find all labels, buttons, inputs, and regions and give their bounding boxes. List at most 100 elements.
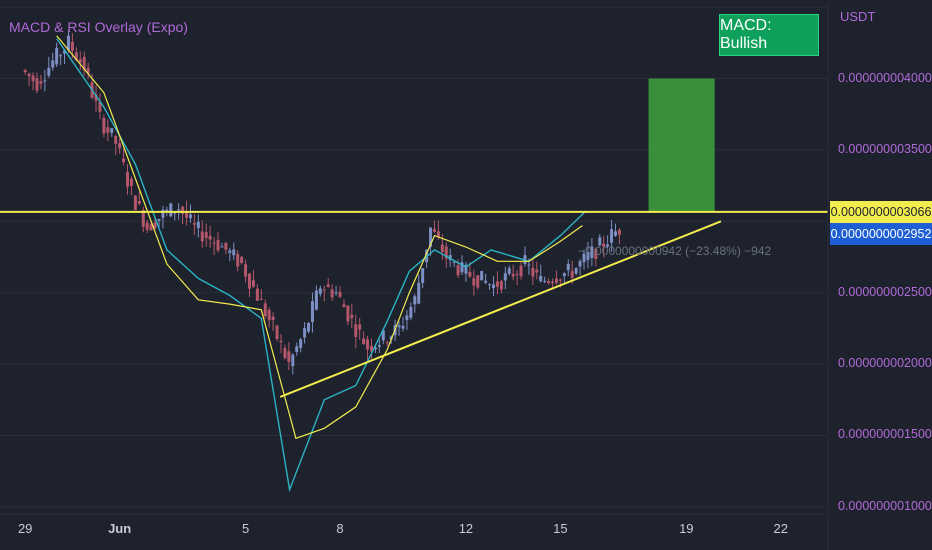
candle-body — [153, 222, 157, 229]
candle-body — [373, 347, 377, 350]
candle-body — [381, 330, 385, 341]
candle-body — [303, 328, 307, 338]
candle-body — [338, 291, 342, 297]
candle-body — [267, 309, 271, 321]
candle-body — [535, 269, 539, 273]
candle-body — [181, 206, 185, 214]
candle-body — [86, 67, 90, 74]
candles — [23, 30, 621, 375]
y-tick-label: 0.0000000010000 — [838, 498, 932, 513]
candle-body — [578, 261, 582, 267]
candle-body — [551, 281, 555, 284]
candle-body — [47, 67, 51, 76]
candle-body — [409, 307, 413, 318]
candle-body — [287, 351, 291, 362]
candle-body — [606, 244, 610, 247]
y-tick-label: 0.0000000015000 — [838, 427, 932, 442]
x-tick-label: 8 — [336, 521, 344, 536]
candle-body — [452, 261, 456, 263]
candle-body — [224, 242, 228, 250]
candle-body — [460, 262, 464, 273]
candle-body — [417, 282, 421, 304]
ma-slow-line — [56, 35, 583, 440]
candle-body — [515, 273, 519, 275]
candle-body — [43, 80, 47, 82]
candle-body — [582, 253, 586, 263]
candle-body — [574, 268, 578, 274]
candle-body — [369, 346, 373, 352]
candle-body — [141, 209, 145, 227]
candle-body — [157, 218, 161, 221]
candle-body — [196, 221, 200, 229]
candle-body — [499, 281, 503, 290]
target-zone — [648, 78, 715, 212]
candle-body — [66, 35, 70, 50]
candle-body — [432, 229, 436, 232]
candle-body — [271, 316, 275, 321]
candle-body — [456, 265, 460, 276]
candle-body — [126, 172, 130, 187]
candle-body — [232, 249, 236, 256]
candle-body — [59, 55, 63, 57]
candle-body — [70, 41, 74, 51]
candle-body — [177, 209, 181, 211]
candle-body — [401, 325, 405, 329]
candle-body — [78, 59, 82, 63]
candle-body — [464, 264, 468, 274]
candle-body — [554, 278, 558, 283]
candle-body — [200, 231, 204, 242]
indicator-title[interactable]: MACD & RSI Overlay (Expo) — [9, 19, 188, 35]
candle-body — [527, 264, 531, 266]
y-tick-label: 0.0000000025000 — [838, 284, 932, 299]
candle-body — [255, 288, 259, 301]
x-tick-label: 22 — [773, 521, 788, 536]
candle-body — [330, 289, 334, 298]
candle-body — [436, 231, 440, 238]
candle-body — [610, 229, 614, 243]
candle-body — [110, 128, 114, 133]
candle-body — [31, 75, 35, 82]
axis-unit-label[interactable]: USDT — [840, 9, 876, 24]
x-tick-label: Jun — [108, 521, 132, 536]
candle-body — [566, 263, 570, 271]
candle-body — [283, 348, 287, 358]
candle-body — [346, 305, 350, 322]
resistance-price-tag: 0.0000000003066 — [830, 200, 932, 223]
candle-body — [350, 314, 354, 319]
candle-body — [137, 200, 141, 204]
drawn-lines — [0, 210, 828, 398]
candle-body — [145, 222, 149, 230]
candle-body — [594, 248, 598, 260]
candle-body — [291, 354, 295, 367]
candle-body — [98, 101, 102, 112]
candle-body — [503, 273, 507, 281]
candle-body — [212, 242, 216, 244]
x-tick-label: 5 — [241, 521, 250, 536]
candle-body — [448, 255, 452, 261]
candle-body — [299, 339, 303, 348]
candle-body — [613, 231, 617, 236]
y-tick-label: 0.0000000035000 — [838, 141, 932, 156]
moving-averages — [56, 35, 587, 493]
candle-body — [586, 252, 590, 260]
candle-body — [240, 256, 244, 263]
candle-body — [133, 195, 137, 210]
candle-body — [570, 271, 574, 278]
x-tick-label: 29 — [17, 521, 33, 536]
candle-body — [397, 325, 401, 328]
candle-body — [617, 229, 621, 235]
candle-body — [334, 292, 338, 294]
candle-body — [602, 243, 606, 247]
candle-body — [173, 212, 177, 214]
candle-body — [562, 273, 566, 277]
candle-body — [129, 178, 133, 186]
candle-body — [444, 246, 448, 259]
y-tick-label: 0.0000000040000 — [838, 70, 932, 85]
candle-body — [342, 304, 346, 308]
candle-body — [322, 289, 326, 291]
measure-label: −0.0000000000942 (−23.48%) −942 — [578, 244, 772, 258]
x-tick-label: 15 — [553, 521, 568, 536]
candle-body — [484, 280, 488, 283]
